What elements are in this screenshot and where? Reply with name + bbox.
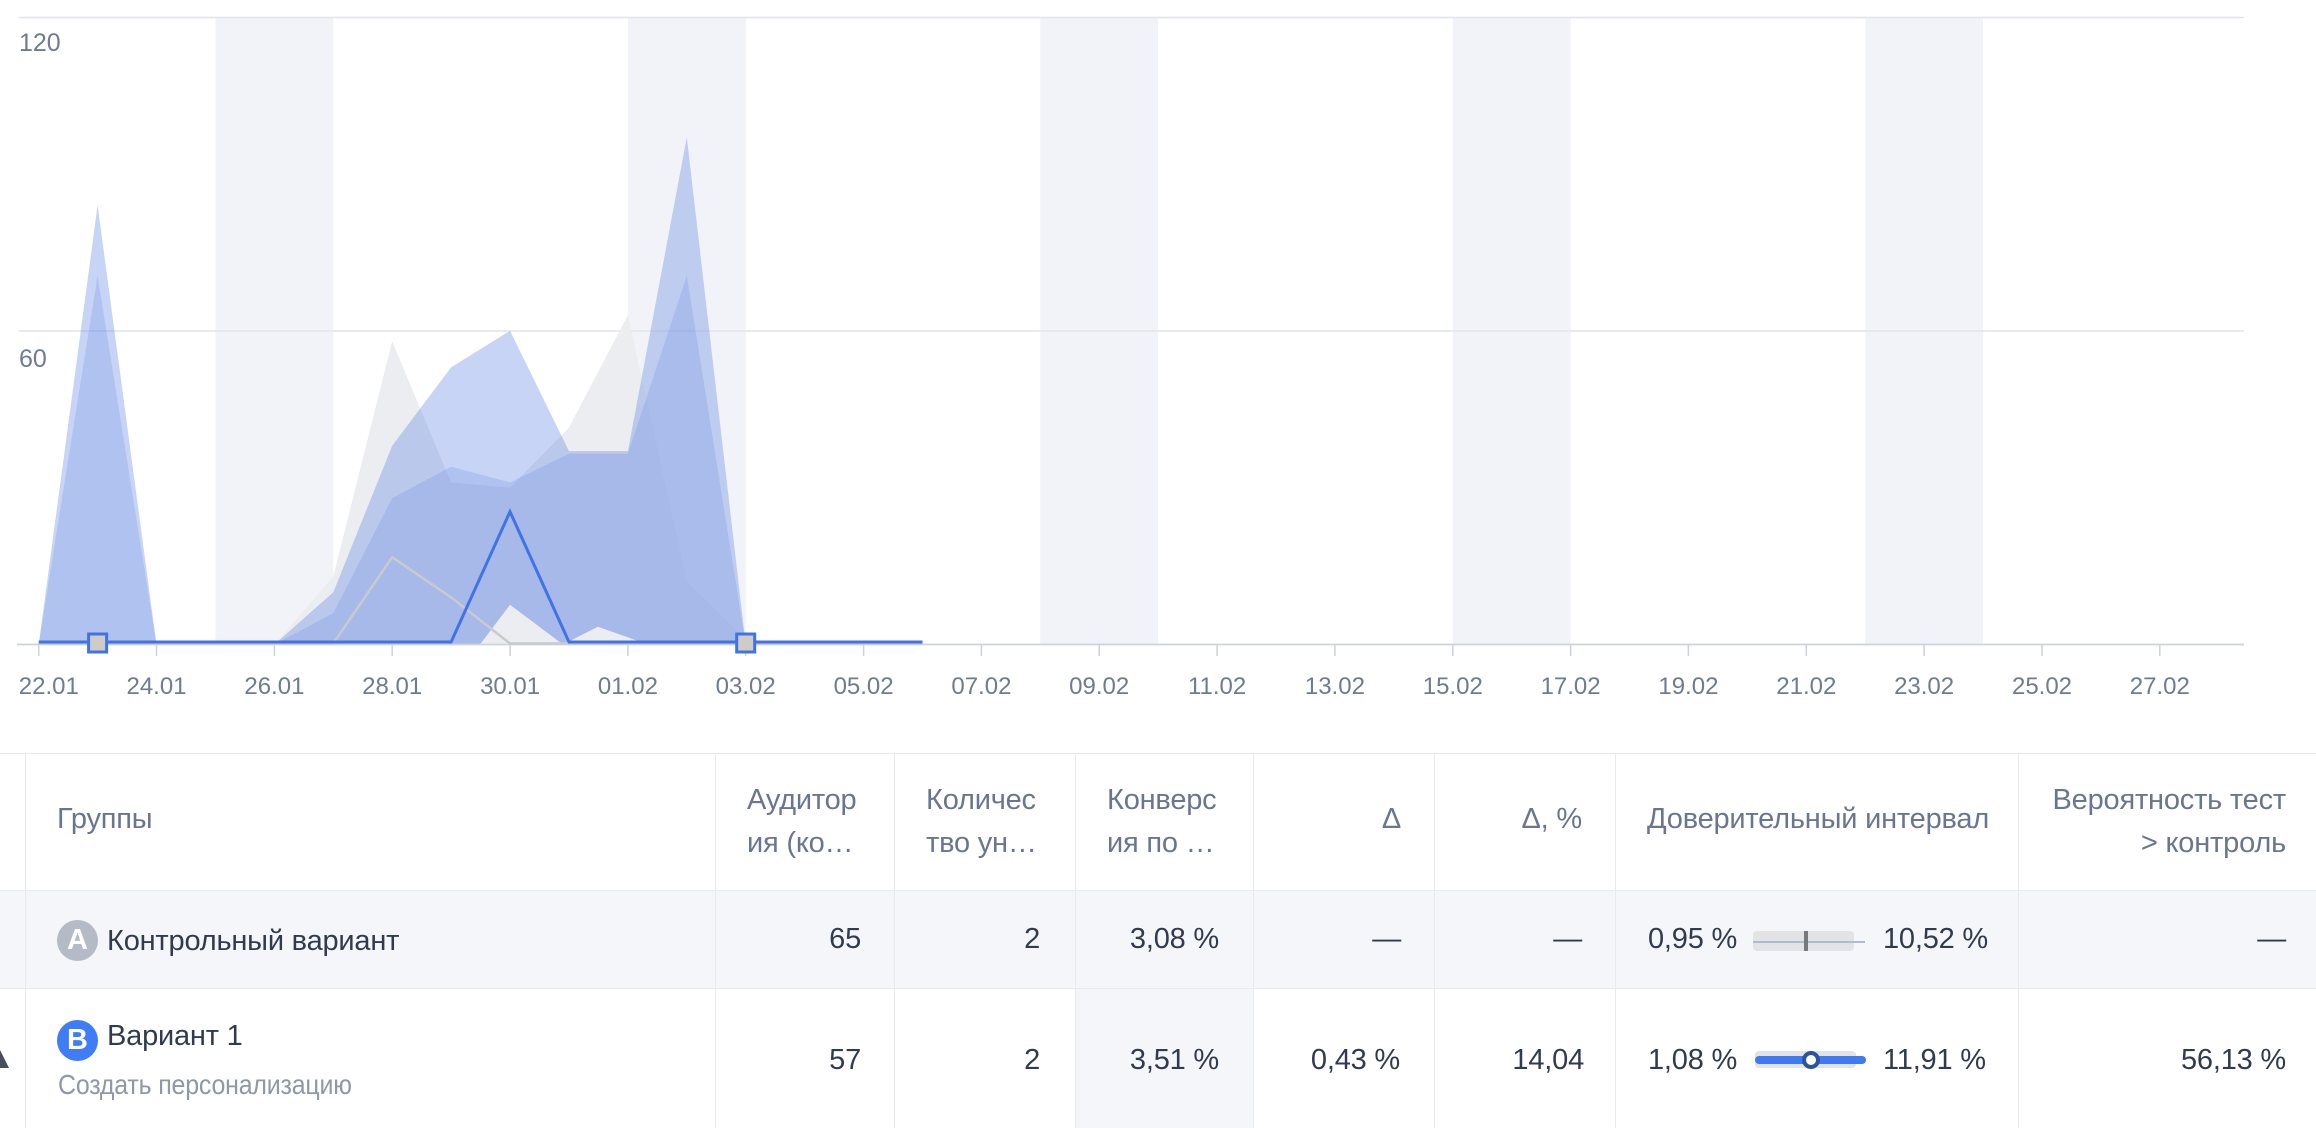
svg-text:24.01: 24.01 — [126, 673, 186, 700]
svg-text:21.02: 21.02 — [1776, 673, 1836, 700]
svg-text:25.02: 25.02 — [2012, 673, 2072, 700]
svg-text:120: 120 — [19, 29, 61, 57]
svg-text:13.02: 13.02 — [1305, 673, 1365, 700]
svg-text:27.02: 27.02 — [2130, 673, 2190, 700]
svg-text:30.01: 30.01 — [480, 673, 540, 700]
svg-text:03.02: 03.02 — [716, 673, 776, 700]
svg-text:19.02: 19.02 — [1658, 673, 1718, 700]
svg-text:17.02: 17.02 — [1541, 673, 1601, 700]
svg-text:26.01: 26.01 — [244, 673, 304, 700]
svg-text:23.02: 23.02 — [1894, 673, 1954, 700]
svg-text:07.02: 07.02 — [951, 673, 1011, 700]
svg-text:05.02: 05.02 — [834, 673, 894, 700]
svg-text:22.01: 22.01 — [19, 673, 79, 700]
svg-text:11.02: 11.02 — [1188, 673, 1246, 700]
svg-text:15.02: 15.02 — [1423, 673, 1483, 700]
svg-text:28.01: 28.01 — [362, 673, 422, 700]
svg-text:01.02: 01.02 — [598, 673, 658, 700]
svg-text:60: 60 — [19, 345, 47, 373]
svg-text:09.02: 09.02 — [1069, 673, 1129, 700]
